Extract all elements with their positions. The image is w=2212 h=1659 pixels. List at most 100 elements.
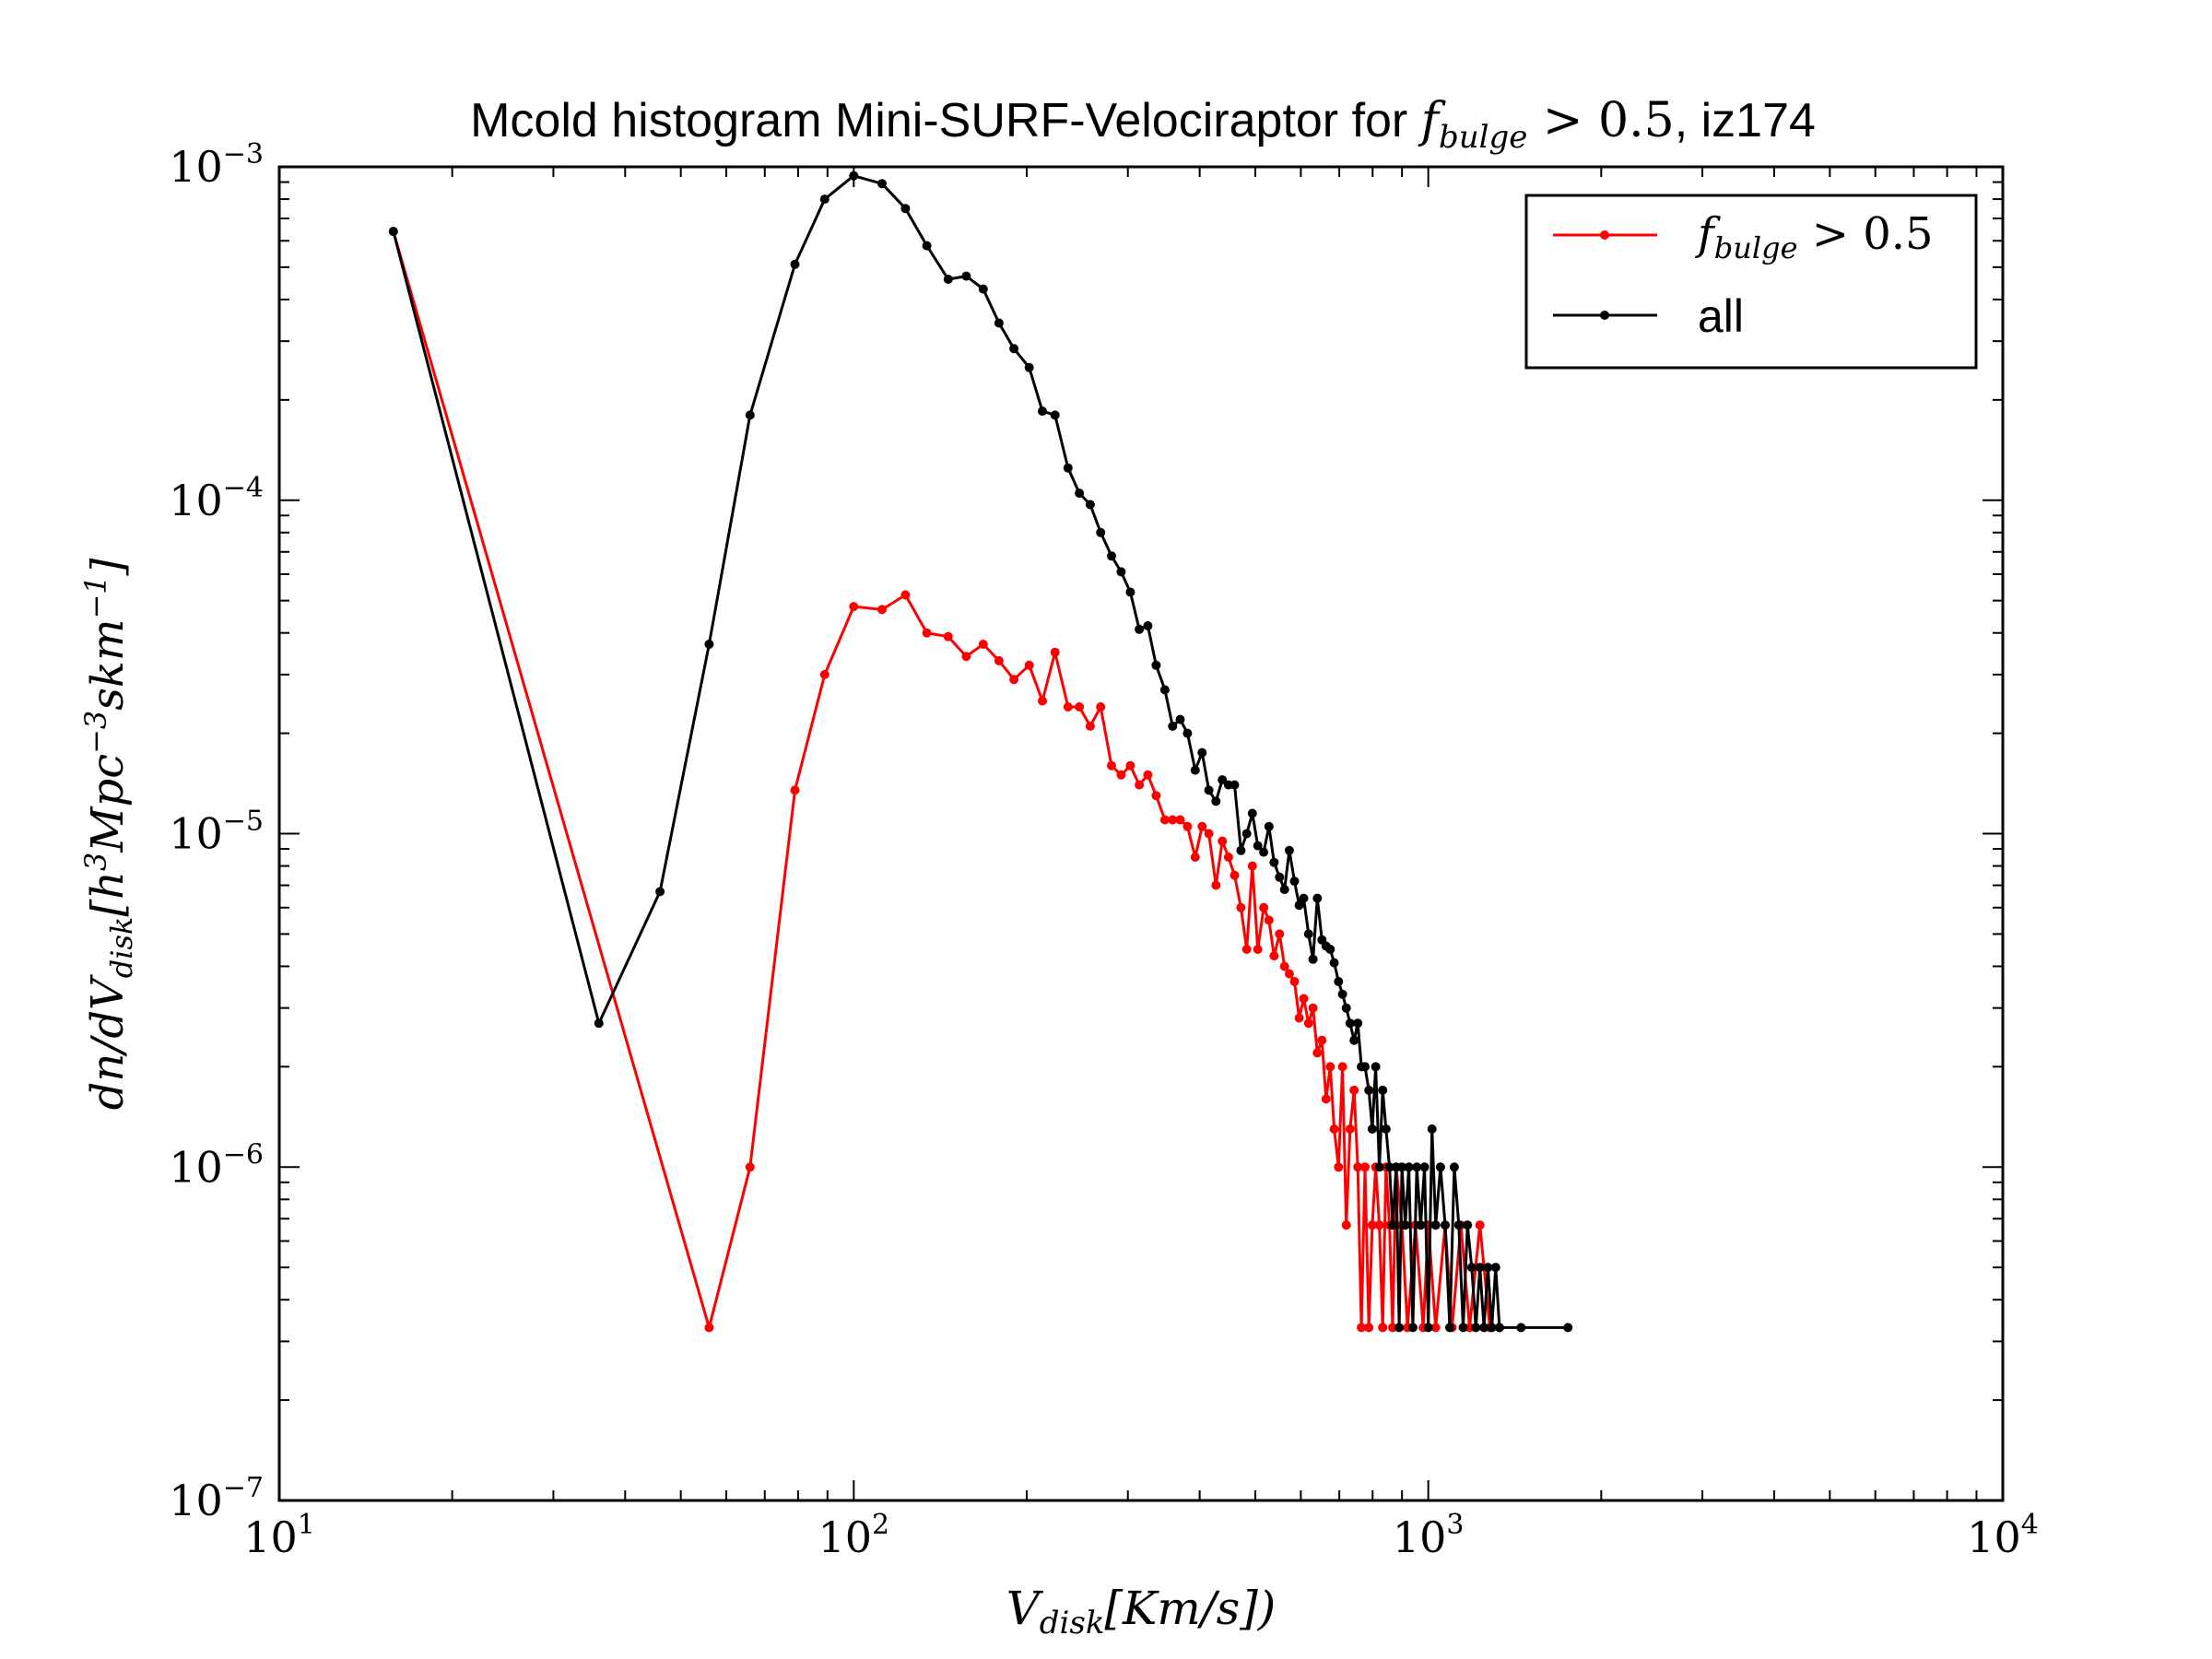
data-point (1190, 853, 1200, 862)
data-point (1247, 808, 1257, 818)
data-point (1038, 696, 1047, 706)
data-point (1024, 660, 1034, 670)
chart-title: Mcold histogram Mini-SURF-Velociraptor f… (470, 93, 1816, 156)
data-point (1211, 880, 1221, 890)
data-point (1364, 1085, 1374, 1095)
data-point (1325, 945, 1335, 954)
data-point (900, 590, 911, 600)
data-point (1494, 1323, 1504, 1333)
data-point (1483, 1263, 1493, 1273)
data-point (1364, 1323, 1374, 1333)
data-point (1475, 1220, 1485, 1230)
data-point (1334, 1162, 1344, 1172)
data-point (994, 655, 1004, 665)
data-point (1445, 1323, 1454, 1333)
data-point (1384, 1162, 1394, 1172)
data-point (849, 171, 859, 181)
data-point (1388, 1323, 1397, 1333)
data-point (1182, 821, 1193, 831)
data-point (1321, 1094, 1331, 1104)
data-point (1143, 770, 1153, 780)
data-point (704, 1323, 714, 1333)
legend-box (1524, 194, 1978, 370)
data-point (1360, 1162, 1370, 1172)
data-point (1279, 885, 1289, 895)
data-point (1419, 1162, 1430, 1172)
y-tick-label: 10−4 (169, 472, 264, 525)
data-point (1096, 702, 1106, 712)
data-point (1218, 836, 1228, 846)
data-point (1143, 621, 1153, 630)
data-point (1159, 685, 1170, 695)
data-point (1329, 958, 1339, 968)
data-point (1516, 1323, 1526, 1333)
series-fbulge (388, 227, 1504, 1333)
data-point (1341, 1003, 1351, 1013)
data-point (1116, 770, 1126, 780)
data-point (1463, 1220, 1473, 1230)
data-point (1116, 567, 1126, 577)
data-point (1345, 1018, 1355, 1029)
data-point (1085, 721, 1095, 731)
y-axis-label: dn/dVdisk[h3Mpc−3skm−1] (78, 558, 139, 1110)
data-point (594, 1018, 604, 1029)
data-point (1125, 587, 1135, 597)
data-point (1151, 660, 1161, 670)
data-point (1367, 1220, 1377, 1230)
data-point (1204, 785, 1214, 795)
legend-label-fbulge: fbulge > 0.5 (1695, 208, 1934, 265)
data-point (1303, 1018, 1313, 1029)
data-point (1563, 1323, 1573, 1333)
x-tick-label: 103 (1393, 1509, 1465, 1562)
data-point (1284, 845, 1294, 855)
data-point (1334, 977, 1344, 986)
data-point (978, 284, 988, 294)
data-point (1050, 410, 1060, 420)
data-point (1430, 1323, 1441, 1333)
data-point (1264, 821, 1274, 831)
data-point (1151, 791, 1161, 801)
data-point (1075, 488, 1085, 499)
data-point (1236, 845, 1246, 855)
y-tick-label: 10−5 (169, 806, 264, 859)
data-point (849, 602, 859, 612)
series-all (388, 171, 1573, 1333)
data-point (978, 640, 988, 649)
data-point (1407, 1323, 1418, 1333)
data-point (1487, 1323, 1497, 1333)
data-point (1264, 915, 1274, 925)
x-tick-label: 101 (243, 1509, 315, 1562)
data-point (1294, 1013, 1304, 1023)
data-point (1435, 1162, 1445, 1172)
data-point (922, 241, 932, 251)
data-point (819, 669, 830, 679)
data-point (790, 259, 800, 269)
data-point (1218, 775, 1228, 785)
data-point (1063, 463, 1073, 473)
data-point (1378, 1085, 1388, 1095)
data-point (1299, 893, 1309, 903)
data-point (900, 204, 911, 214)
series-line (392, 230, 1500, 1329)
data-point (1175, 815, 1185, 825)
data-point (1075, 702, 1085, 712)
data-point (1374, 1220, 1384, 1230)
data-point (1423, 1323, 1433, 1333)
data-point (1253, 945, 1263, 954)
data-point (1259, 902, 1269, 912)
y-tick-label: 10−6 (169, 1138, 264, 1192)
data-point (1024, 362, 1034, 372)
data-point (1312, 893, 1323, 903)
data-point (1471, 1323, 1481, 1333)
data-point (877, 605, 887, 615)
data-point (1381, 1124, 1391, 1134)
data-point (1308, 1003, 1318, 1013)
data-point (1490, 1263, 1500, 1273)
data-point (1367, 1124, 1377, 1134)
data-point (1230, 870, 1240, 880)
data-point (1289, 877, 1300, 887)
data-point (1337, 1062, 1347, 1072)
data-point (1063, 702, 1073, 712)
data-point (1416, 1220, 1426, 1230)
data-point (994, 318, 1004, 328)
